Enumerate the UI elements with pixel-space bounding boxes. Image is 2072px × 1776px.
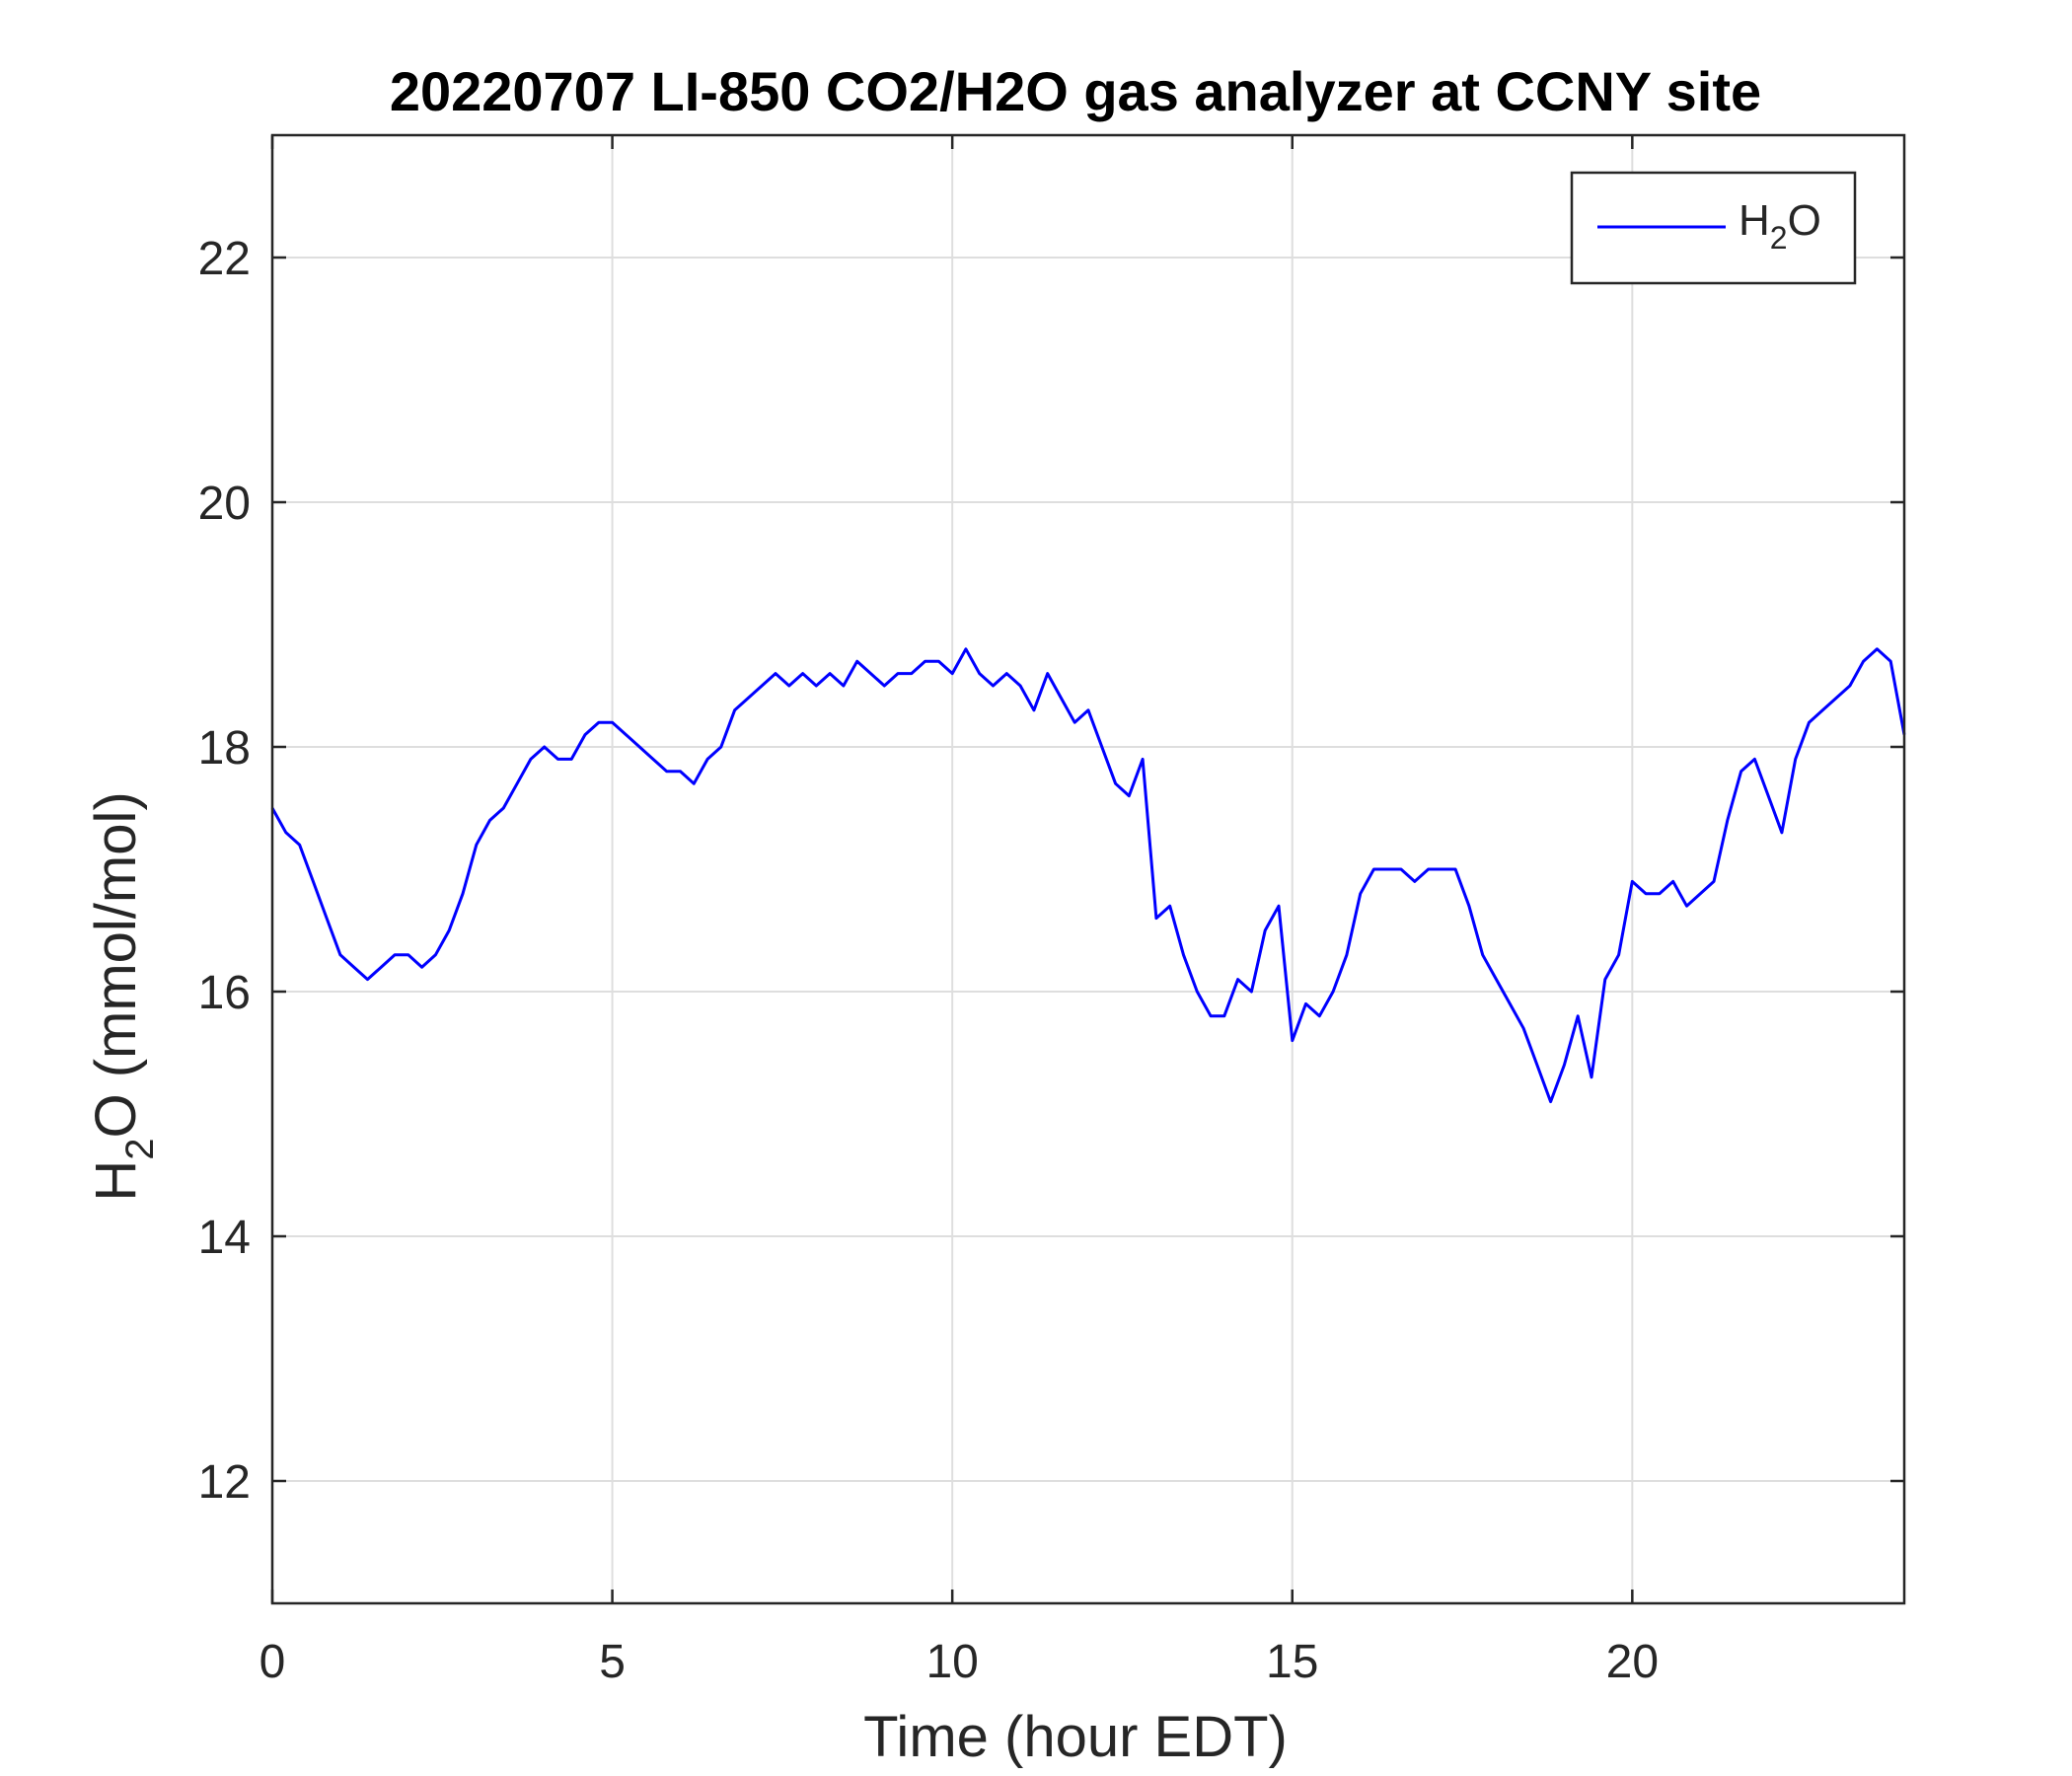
legend-label-rest: O [1788,196,1821,245]
axis-ticks [270,135,1904,1603]
y-tick-label: 12 [198,1456,251,1509]
y-tick-label: 22 [198,233,251,285]
x-tick-label: 20 [1606,1636,1659,1688]
x-tick-label: 10 [925,1636,978,1688]
y-tick-label: 14 [198,1212,251,1264]
y-label-main: H [84,1160,148,1202]
legend-label-main: H [1739,196,1770,245]
y-tick-label: 18 [198,722,251,775]
y-tick-labels: 12 14 16 18 20 22 [198,233,251,1509]
x-tick-label: 0 [259,1636,286,1688]
y-axis-label: H2O (mmol/mol) [84,791,162,1201]
x-tick-label: 15 [1266,1636,1318,1688]
plot-area [270,133,1906,1605]
x-axis-label: Time (hour EDT) [863,1705,1288,1769]
y-label-subscript: 2 [118,1139,162,1160]
y-tick-label: 16 [198,967,251,1019]
plot-border [270,133,1906,1605]
legend-label-subscript: 2 [1770,220,1788,256]
y-label-rest: O (mmol/mol) [84,791,148,1138]
chart-title: 20220707 LI-850 CO2/H2O gas analyzer at … [390,60,1761,122]
x-tick-label: 5 [599,1636,626,1688]
legend-label-h2o: H2O [1739,196,1821,256]
y-tick-label: 20 [198,478,251,530]
legend: H2O [1570,171,1857,285]
series-line-h2o [270,647,1906,1104]
x-tick-labels: 0 5 10 15 20 [259,1636,1659,1688]
plot-frame [272,135,1904,1603]
